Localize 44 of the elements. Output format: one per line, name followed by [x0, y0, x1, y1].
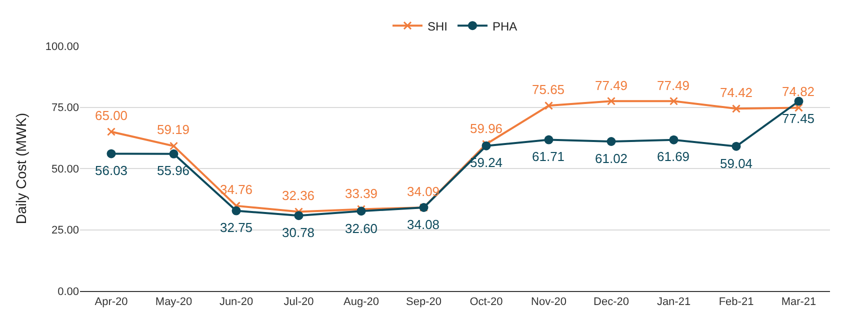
- y-tick-label: 50.00: [51, 163, 79, 176]
- x-tick-label: Mar-21: [781, 296, 816, 308]
- data-label: 59.24: [470, 155, 503, 170]
- data-label: 32.60: [345, 221, 378, 236]
- x-tick-label: Aug-20: [344, 296, 379, 308]
- legend-label: PHA: [492, 19, 518, 34]
- x-tick-label: Dec-20: [594, 296, 629, 308]
- data-label: 61.71: [532, 149, 565, 164]
- data-label: 59.96: [470, 121, 503, 136]
- data-label: 77.45: [782, 111, 815, 126]
- x-tick-label: Apr-20: [94, 296, 128, 308]
- x-tick-label: Jul-20: [284, 296, 314, 308]
- data-label: 34.09: [407, 184, 440, 199]
- data-label: 65.00: [95, 108, 128, 123]
- data-label: 56.03: [95, 163, 128, 178]
- data-label: 59.19: [157, 122, 190, 137]
- data-label: 77.49: [657, 78, 690, 93]
- x-tick-label: Jan-21: [656, 296, 691, 308]
- data-label: 59.04: [720, 156, 753, 171]
- data-label: 61.02: [595, 151, 628, 166]
- data-label: 32.36: [282, 188, 315, 203]
- legend-label: SHI: [428, 19, 448, 34]
- data-label: 74.82: [782, 84, 815, 99]
- x-tick-label: Jun-20: [219, 296, 254, 308]
- data-label: 32.75: [220, 220, 253, 235]
- data-label: 34.08: [407, 217, 440, 232]
- x-tick-label: Oct-20: [470, 296, 503, 308]
- y-tick-label: 100.00: [45, 40, 79, 53]
- y-axis-title: Daily Cost (MWK): [12, 112, 29, 224]
- data-label: 75.65: [532, 82, 565, 97]
- x-tick-label: Nov-20: [531, 296, 566, 308]
- data-label: 55.96: [157, 163, 190, 178]
- data-label: 30.78: [282, 225, 315, 240]
- data-label: 34.76: [220, 182, 253, 197]
- y-tick-label: 25.00: [51, 224, 79, 237]
- y-tick-label: 0.00: [58, 286, 79, 298]
- data-label: 33.39: [345, 186, 378, 201]
- data-label: 61.69: [657, 149, 690, 164]
- data-label: 77.49: [595, 78, 628, 93]
- x-tick-label: May-20: [155, 296, 192, 308]
- data-label: 74.42: [720, 85, 753, 100]
- x-tick-label: Feb-21: [718, 296, 754, 308]
- y-tick-label: 75.00: [51, 102, 79, 114]
- x-tick-label: Sep-20: [406, 296, 442, 308]
